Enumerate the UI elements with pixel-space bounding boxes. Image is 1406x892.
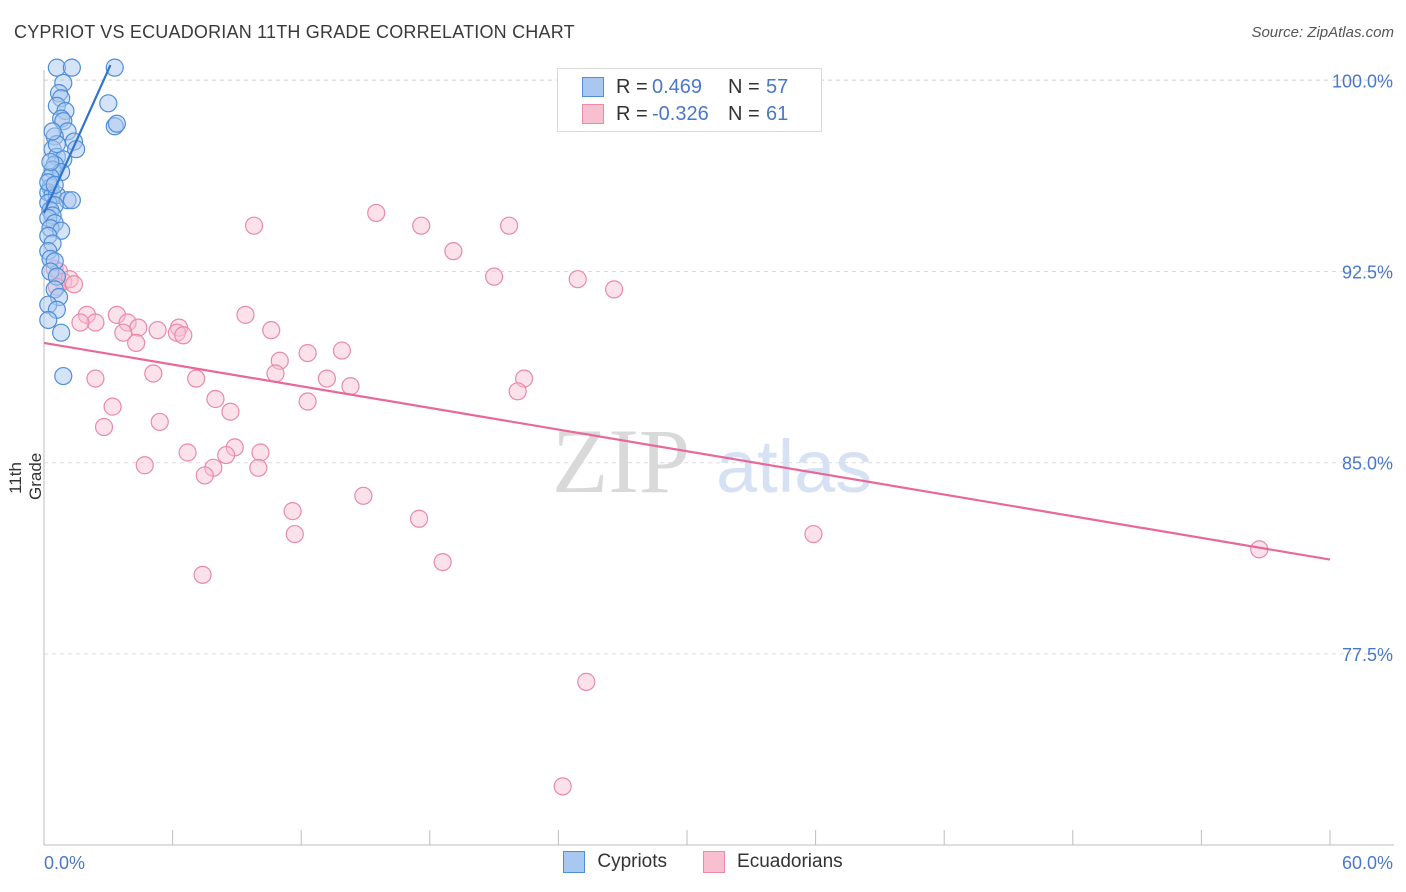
- ecuadorian-point: [354, 486, 373, 505]
- ecuadorian-point: [251, 443, 270, 462]
- ecuadorian-point: [144, 364, 163, 383]
- cypriot-point: [62, 191, 81, 210]
- legend-swatch-ecuadorians: [582, 104, 604, 124]
- legend-row-ecuadorians: R = -0.326 N = 61: [582, 101, 788, 127]
- ecuadorians-label: Ecuadorians: [737, 851, 843, 872]
- ecuadorian-point: [187, 369, 206, 388]
- ecuadorians-swatch: [703, 851, 726, 873]
- ecuadorian-point: [508, 382, 527, 401]
- ecuadorian-point: [283, 502, 302, 521]
- ecuadorian-point: [206, 389, 225, 409]
- ecuadorian-point: [367, 203, 386, 223]
- ecuadorian-point: [433, 552, 452, 572]
- ecuadorian-point: [71, 313, 90, 332]
- y-tick-label: 85.0%: [1342, 454, 1393, 474]
- legend-swatch-cypriots: [582, 77, 604, 97]
- ecuadorian-point: [244, 216, 264, 235]
- bottom-legend: Cypriots Ecuadorians: [0, 851, 1406, 873]
- cypriot-point: [39, 310, 58, 330]
- ecuadorian-point: [135, 456, 154, 475]
- ecuadorian-point: [262, 321, 281, 340]
- x-tick-label-max: 60.0%: [1342, 853, 1393, 873]
- y-tick-labels: 77.5% 85.0% 92.5% 100.0%: [1332, 71, 1393, 664]
- watermark-atlas: atlas: [716, 425, 872, 508]
- cypriot-point: [54, 366, 73, 386]
- ecuadorian-point: [317, 369, 337, 388]
- legend-n-label: N =: [728, 102, 760, 125]
- ecuadorian-point: [86, 369, 105, 388]
- ecuadorian-point: [148, 321, 167, 340]
- cypriots-swatch: [563, 851, 586, 873]
- ecuadorian-point: [298, 344, 317, 363]
- legend-r-label: R =: [616, 75, 648, 98]
- ecuadorian-point: [64, 275, 84, 294]
- watermark: ZIP atlas: [552, 410, 872, 512]
- ecuadorian-point: [118, 313, 137, 332]
- ecuadorian-point: [500, 216, 519, 235]
- cypriot-point: [105, 58, 124, 77]
- bottom-legend-ecuadorians[interactable]: Ecuadorians: [703, 851, 843, 873]
- bottom-legend-cypriots[interactable]: Cypriots: [563, 851, 667, 873]
- ecuadorian-point: [150, 412, 169, 432]
- legend-r-value: 0.469: [652, 75, 703, 98]
- ecuadorian-point: [103, 397, 122, 416]
- legend-box: R = 0.469 N = 57 R = -0.326 N = 61: [557, 68, 822, 132]
- ecuadorian-point: [332, 341, 352, 360]
- chart-title: CYPRIOT VS ECUADORIAN 11TH GRADE CORRELA…: [14, 22, 575, 42]
- legend-r-label: R =: [616, 102, 648, 125]
- ecuadorian-point: [285, 524, 304, 544]
- cypriot-point: [62, 58, 81, 77]
- ecuadorian-point: [174, 326, 193, 345]
- ecuadorian-point: [217, 445, 236, 465]
- ecuadorian-point: [485, 267, 504, 286]
- ecuadorian-point: [266, 364, 285, 383]
- ecuadorian-point: [412, 216, 431, 235]
- ecuadorian-point: [553, 777, 572, 796]
- y-axis-label: 11th Grade: [6, 452, 45, 500]
- y-tick-label: 92.5%: [1342, 263, 1393, 283]
- series-ecuadorians: [45, 203, 1269, 796]
- legend-n-value: 57: [766, 75, 789, 98]
- y-tick-label: 77.5%: [1342, 645, 1393, 665]
- x-tick-label-min: 0.0%: [44, 853, 85, 873]
- ecuadorian-point: [127, 333, 146, 353]
- trend-lines: [42, 64, 1331, 561]
- cypriot-point: [99, 94, 118, 113]
- ecuadorian-point: [298, 392, 317, 411]
- ecuadorian-point: [221, 402, 240, 421]
- cypriot-point: [52, 323, 71, 342]
- ecuadorians-trend-line: [43, 341, 1331, 561]
- ecuadorian-point: [178, 443, 197, 462]
- ecuadorian-point: [605, 280, 624, 299]
- series-cypriots: [39, 58, 126, 386]
- legend-n-label: N =: [728, 75, 760, 98]
- ecuadorian-point: [409, 509, 429, 528]
- ecuadorian-point: [195, 466, 214, 485]
- ecuadorian-point: [236, 305, 255, 324]
- source-label: Source: ZipAtlas.com: [1251, 24, 1394, 41]
- ecuadorian-point: [193, 565, 212, 584]
- cypriot-point: [41, 152, 60, 172]
- legend-row-cypriots: R = 0.469 N = 57: [582, 74, 788, 100]
- legend-n-value: 61: [766, 102, 789, 125]
- cypriot-point: [107, 114, 126, 133]
- ecuadorian-point: [444, 242, 463, 261]
- ecuadorian-point: [568, 270, 587, 289]
- ecuadorian-point: [341, 377, 360, 396]
- ecuadorian-point: [94, 417, 114, 437]
- watermark-zip: ZIP: [552, 410, 690, 512]
- cypriots-label: Cypriots: [597, 851, 668, 872]
- grid-lines: [44, 79, 1394, 655]
- cypriot-point: [43, 122, 62, 141]
- legend-r-value: -0.326: [652, 102, 709, 125]
- ecuadorian-point: [804, 524, 823, 544]
- y-tick-label: 100.0%: [1332, 71, 1393, 91]
- ecuadorian-point: [249, 458, 268, 477]
- ecuadorian-point: [114, 323, 133, 342]
- x-tick-labels: 0.0% 60.0%: [44, 853, 1393, 873]
- ecuadorian-point: [577, 672, 596, 691]
- ecuadorian-point: [86, 313, 105, 332]
- cypriots-trend-line: [42, 64, 112, 214]
